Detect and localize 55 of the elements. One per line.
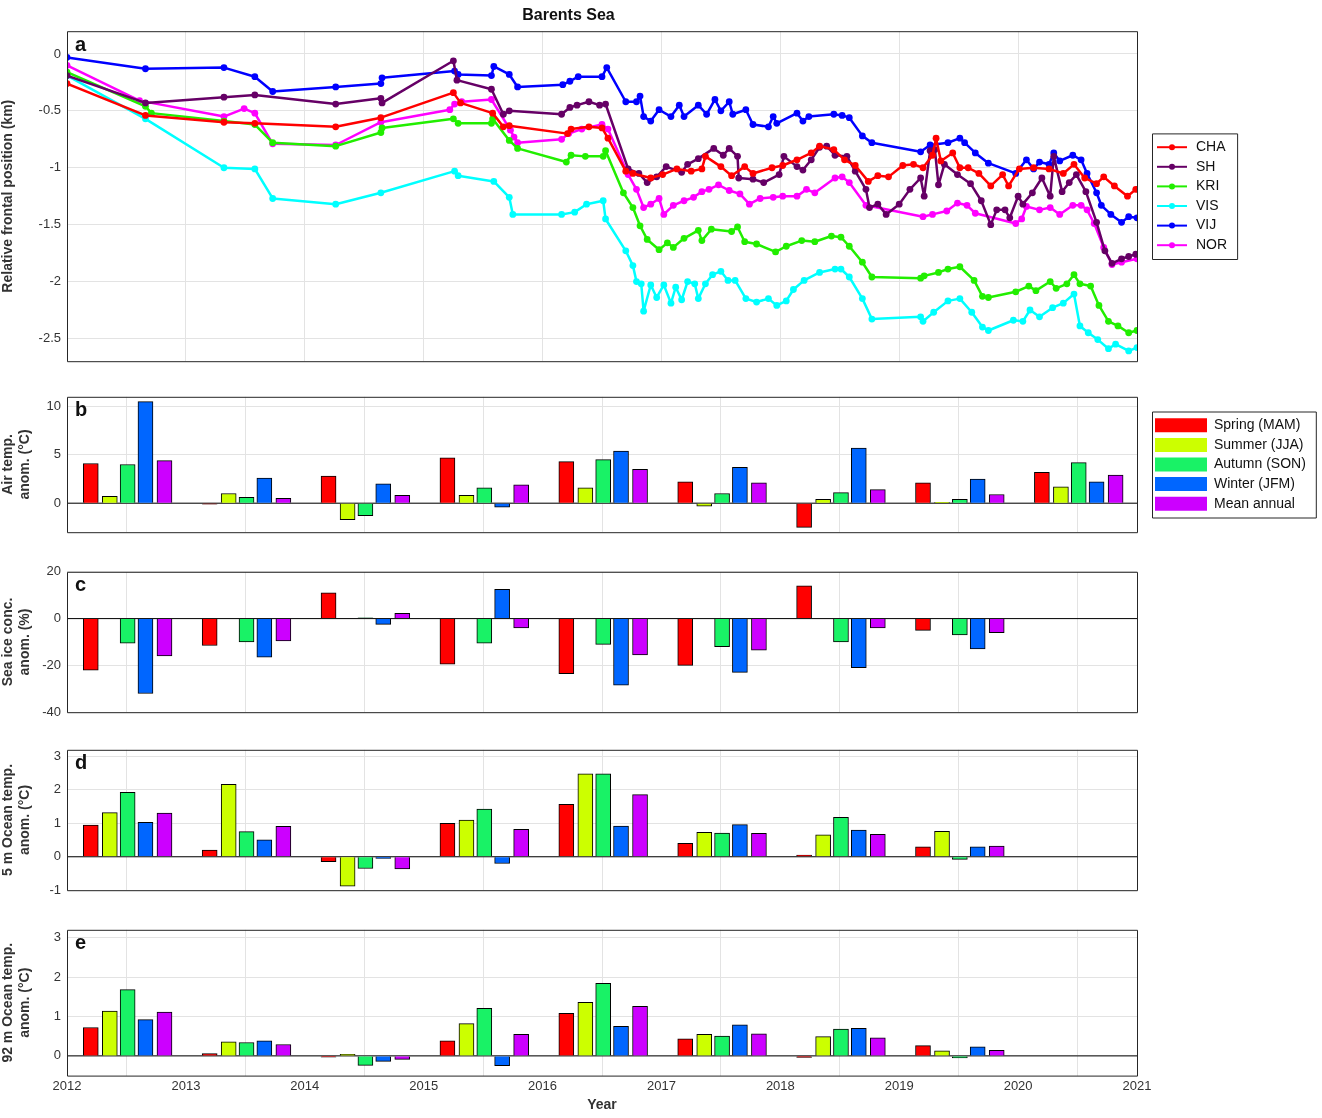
annotation: d — [75, 751, 88, 774]
y-tick-label: 1 — [53, 814, 61, 830]
y-tick-label: 2 — [53, 781, 61, 797]
y-axis-title: Sea ice conc. anom. (%) — [0, 597, 33, 687]
y-tick-label: 0 — [53, 45, 61, 61]
y-tick-label: 5 — [53, 446, 61, 462]
y-tick-label: 20 — [46, 563, 61, 579]
x-axis-title: Year — [587, 1096, 618, 1113]
y-tick-label: 0 — [53, 494, 61, 510]
x-tick-label: 2018 — [765, 1077, 795, 1093]
legend-label: NOR — [1196, 236, 1228, 253]
legend-label: Spring (MAM) — [1214, 416, 1301, 433]
legend-label: Autumn (SON) — [1214, 455, 1306, 472]
legend-label: VIJ — [1196, 216, 1217, 233]
x-tick-label: 2012 — [52, 1077, 82, 1093]
annotation: c — [75, 573, 87, 596]
chart-title: Barents Sea — [522, 6, 615, 24]
y-tick-label: -40 — [42, 703, 61, 719]
y-axis-title: 5 m Ocean temp. anom. (°C) — [0, 763, 33, 877]
x-tick-label: 2021 — [1122, 1077, 1152, 1093]
y-tick-label: 1 — [53, 1008, 61, 1024]
x-tick-label: 2013 — [171, 1077, 201, 1093]
y-tick-label: -20 — [42, 656, 61, 672]
legend-label: Winter (JFM) — [1214, 474, 1295, 491]
y-tick-label: 0 — [53, 1047, 61, 1063]
legend-label: CHA — [1196, 138, 1227, 155]
x-tick-label: 2020 — [1003, 1077, 1033, 1093]
y-tick-label: -2 — [49, 273, 61, 289]
y-tick-label: -0.5 — [38, 102, 61, 118]
annotation: b — [75, 398, 88, 421]
y-tick-label: -1.5 — [38, 216, 61, 232]
y-tick-label: 2 — [53, 968, 61, 984]
x-tick-label: 2016 — [528, 1077, 558, 1093]
y-axis-title: Air temp. anom. (°C) — [0, 429, 33, 500]
legend-label: VIS — [1196, 196, 1219, 213]
x-tick-label: 2015 — [409, 1077, 439, 1093]
y-tick-label: 0 — [53, 848, 61, 864]
legend-label: Mean annual — [1214, 494, 1295, 511]
y-tick-label: -2.5 — [38, 330, 61, 346]
annotation: a — [75, 32, 87, 55]
y-axis-title: 92 m Ocean temp. anom. (°C) — [0, 942, 33, 1063]
y-axis-title: Relative frontal position (km) — [0, 99, 16, 293]
x-tick-label: 2017 — [646, 1077, 676, 1093]
y-tick-label: 0 — [53, 610, 61, 626]
legend-label: KRI — [1196, 177, 1220, 194]
legend-label: Summer (JJA) — [1214, 435, 1304, 452]
annotation: e — [75, 931, 87, 954]
y-tick-label: 3 — [53, 748, 61, 764]
y-tick-label: -1 — [49, 881, 61, 897]
x-tick-label: 2019 — [884, 1077, 914, 1093]
y-tick-label: -1 — [49, 159, 61, 175]
legend-label: SH — [1196, 157, 1216, 174]
y-tick-label: 10 — [46, 398, 61, 414]
x-tick-label: 2014 — [290, 1077, 320, 1093]
y-tick-label: 3 — [53, 929, 61, 945]
